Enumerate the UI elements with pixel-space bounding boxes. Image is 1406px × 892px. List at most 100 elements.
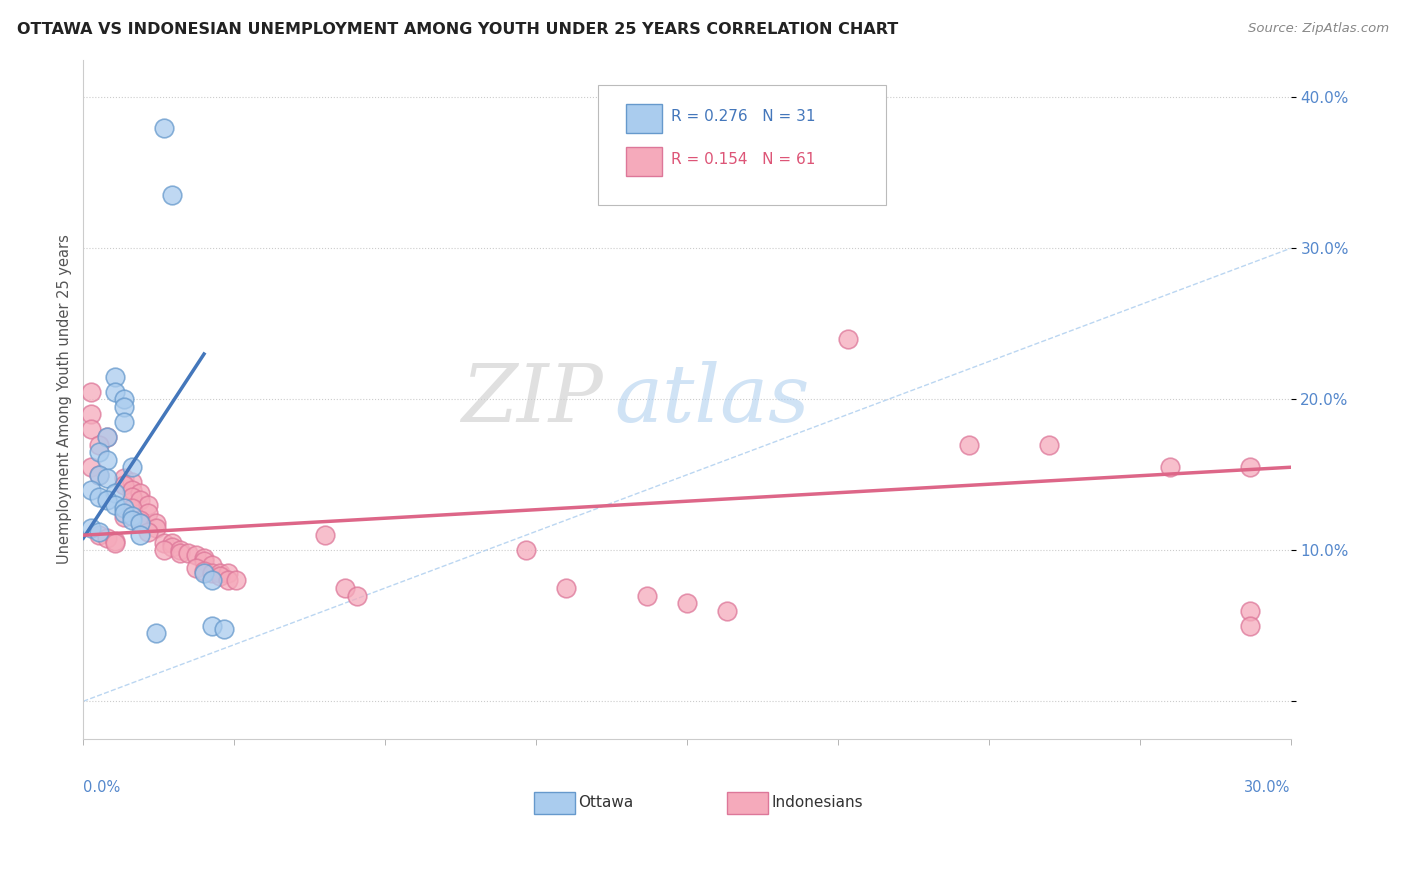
Point [121, 491, 143, 505]
Point [104, 534, 127, 549]
Point [128, 513, 150, 527]
Text: Indonesians: Indonesians [772, 796, 863, 810]
Point [169, 546, 191, 560]
Point [555, 581, 578, 595]
Point [121, 475, 143, 490]
Point [89, 467, 111, 482]
Point [104, 498, 127, 512]
Point [201, 566, 224, 580]
Point [209, 566, 232, 580]
Point [177, 546, 200, 560]
Text: atlas: atlas [614, 360, 810, 438]
FancyBboxPatch shape [534, 792, 575, 814]
Point [333, 581, 356, 595]
Point [121, 460, 143, 475]
Point [121, 508, 143, 523]
Point [104, 369, 127, 384]
Point [160, 541, 183, 555]
Point [636, 589, 658, 603]
Text: ZIP: ZIP [461, 360, 602, 438]
Point [152, 543, 174, 558]
Point [96, 531, 118, 545]
Point [1239, 619, 1261, 633]
Point [201, 558, 224, 573]
Point [1239, 604, 1261, 618]
Point [160, 188, 183, 202]
Point [209, 569, 232, 583]
Y-axis label: Unemployment Among Youth under 25 years: Unemployment Among Youth under 25 years [58, 235, 72, 565]
Point [136, 506, 159, 520]
Point [80, 521, 103, 535]
Point [128, 486, 150, 500]
Point [104, 384, 127, 399]
Text: 30.0%: 30.0% [1244, 780, 1291, 795]
Point [104, 486, 127, 500]
Point [184, 561, 207, 575]
Point [80, 384, 103, 399]
Point [112, 400, 135, 414]
Point [80, 483, 103, 497]
Point [112, 501, 135, 516]
Point [201, 574, 224, 588]
Text: Source: ZipAtlas.com: Source: ZipAtlas.com [1249, 22, 1389, 36]
Point [152, 535, 174, 549]
Point [225, 574, 247, 588]
Point [89, 467, 111, 482]
FancyBboxPatch shape [727, 792, 768, 814]
Point [112, 478, 135, 492]
Point [121, 483, 143, 497]
Point [193, 554, 215, 568]
Point [1038, 437, 1060, 451]
Point [1239, 460, 1261, 475]
Point [346, 589, 368, 603]
Point [169, 543, 191, 558]
Point [104, 535, 127, 549]
Text: R = 0.154   N = 61: R = 0.154 N = 61 [671, 153, 815, 167]
Point [89, 491, 111, 505]
Point [217, 566, 239, 580]
Point [716, 604, 738, 618]
Point [1159, 460, 1181, 475]
Point [121, 501, 143, 516]
Point [112, 506, 135, 520]
Point [112, 510, 135, 524]
Point [96, 430, 118, 444]
Point [89, 528, 111, 542]
Point [136, 498, 159, 512]
Point [96, 493, 118, 508]
Point [96, 430, 118, 444]
Point [121, 513, 143, 527]
Point [314, 528, 336, 542]
Point [212, 622, 235, 636]
Point [193, 565, 215, 579]
Point [136, 525, 159, 540]
Point [112, 415, 135, 429]
Text: OTTAWA VS INDONESIAN UNEMPLOYMENT AMONG YOUTH UNDER 25 YEARS CORRELATION CHART: OTTAWA VS INDONESIAN UNEMPLOYMENT AMONG … [17, 22, 898, 37]
Point [515, 543, 537, 558]
Point [152, 120, 174, 135]
Point [128, 516, 150, 530]
Point [128, 493, 150, 508]
Point [193, 550, 215, 565]
Point [112, 471, 135, 485]
Text: R = 0.276   N = 31: R = 0.276 N = 31 [671, 110, 815, 124]
Point [160, 535, 183, 549]
Point [96, 471, 118, 485]
Point [676, 596, 699, 610]
Point [957, 437, 980, 451]
Point [89, 437, 111, 451]
Point [184, 548, 207, 562]
Point [128, 516, 150, 530]
Text: Ottawa: Ottawa [578, 796, 634, 810]
Point [128, 528, 150, 542]
Point [145, 521, 167, 535]
Point [80, 423, 103, 437]
Point [145, 516, 167, 530]
Point [837, 332, 859, 346]
Point [217, 574, 239, 588]
Point [193, 566, 215, 580]
Point [89, 525, 111, 540]
Point [145, 626, 167, 640]
Point [80, 408, 103, 422]
Point [96, 452, 118, 467]
